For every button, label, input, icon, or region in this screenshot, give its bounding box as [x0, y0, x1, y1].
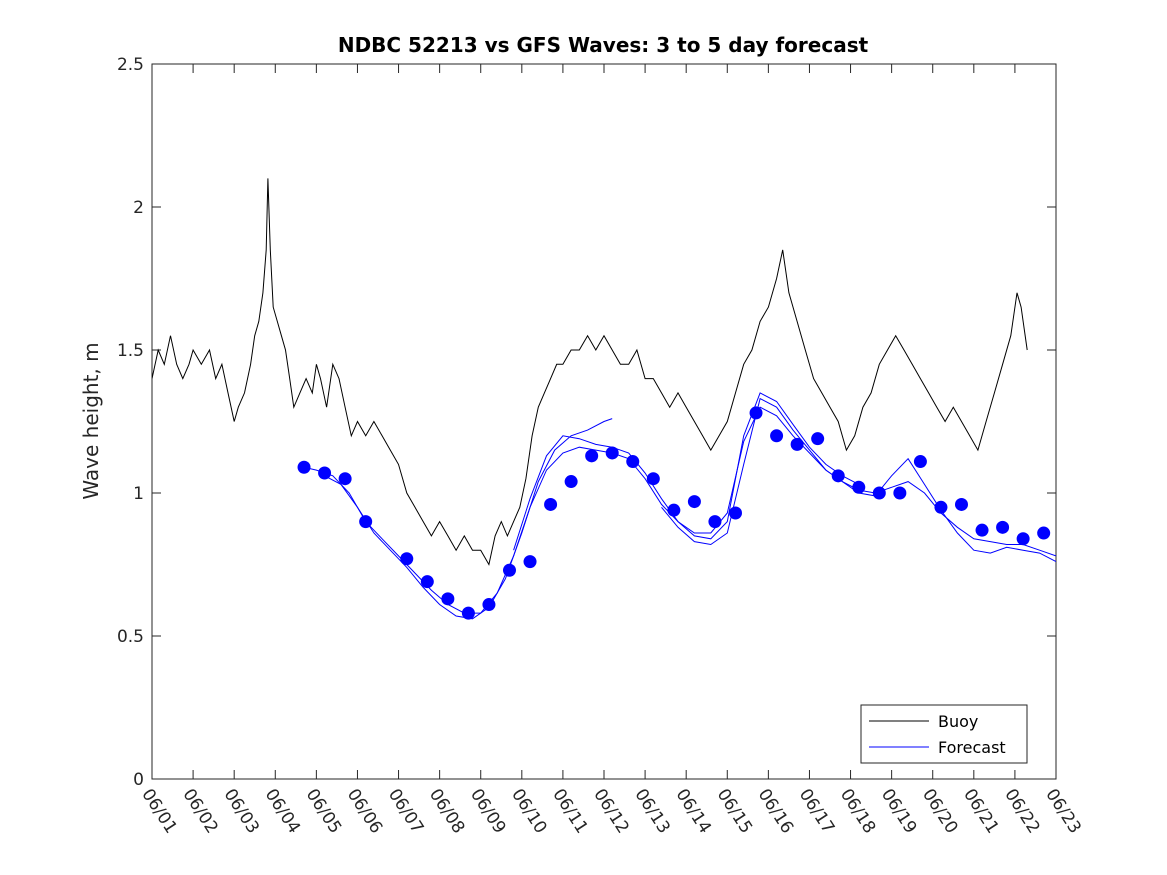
y-axis: 0 0.5 1 1.5 2 2.5	[117, 55, 1056, 790]
y-tick-label: 1.5	[117, 341, 144, 361]
forecast-marker	[523, 555, 537, 569]
forecast-marker	[1016, 532, 1030, 546]
buoy-series-line	[152, 178, 1028, 566]
forecast-marker	[893, 486, 907, 500]
forecast-marker	[687, 495, 701, 509]
forecast-marker	[728, 506, 742, 520]
forecast-marker	[544, 497, 558, 511]
forecast-marker	[934, 500, 948, 514]
forecast-marker	[318, 466, 332, 480]
forecast-marker	[400, 552, 414, 566]
forecast-marker	[297, 460, 311, 474]
forecast-marker	[461, 606, 475, 620]
forecast-marker	[749, 406, 763, 420]
forecast-marker	[872, 486, 886, 500]
legend-box	[860, 704, 1028, 764]
forecast-marker	[667, 503, 681, 517]
forecast-marker	[564, 475, 578, 489]
y-axis-label: Wave height, m	[79, 342, 103, 499]
forecast-marker	[975, 523, 989, 537]
forecast-marker	[482, 598, 496, 612]
y-tick-label: 0.5	[117, 627, 144, 647]
y-tick-label: 2	[133, 198, 144, 218]
forecast-series-line	[513, 392, 860, 551]
forecast-marker	[420, 575, 434, 589]
legend-buoy-label: Buoy	[938, 712, 978, 731]
forecast-marker	[338, 472, 352, 486]
forecast-marker	[441, 592, 455, 606]
forecast-marker	[585, 449, 599, 463]
forecast-marker	[708, 515, 722, 529]
forecast-marker	[626, 455, 640, 469]
forecast-marker	[996, 520, 1010, 534]
y-tick-label: 2.5	[117, 55, 144, 75]
y-tick-label: 0	[133, 770, 144, 790]
forecast-marker	[831, 469, 845, 483]
forecast-marker	[811, 432, 825, 446]
forecast-marker	[790, 437, 804, 451]
forecast-marker	[1037, 526, 1051, 540]
forecast-marker	[913, 455, 927, 469]
legend: Buoy Forecast	[860, 704, 1028, 764]
forecast-marker	[770, 429, 784, 443]
forecast-marker	[359, 515, 373, 529]
forecast-series-line	[324, 418, 613, 620]
legend-forecast-label: Forecast	[938, 738, 1006, 757]
forecast-marker	[954, 497, 968, 511]
forecast-marker	[605, 446, 619, 460]
chart-title: NDBC 52213 vs GFS Waves: 3 to 5 day fore…	[338, 33, 869, 57]
y-tick-label: 1	[133, 484, 144, 504]
forecast-marker	[852, 480, 866, 494]
forecast-marker	[646, 472, 660, 486]
series-layer	[152, 178, 1056, 620]
forecast-marker	[502, 563, 516, 577]
